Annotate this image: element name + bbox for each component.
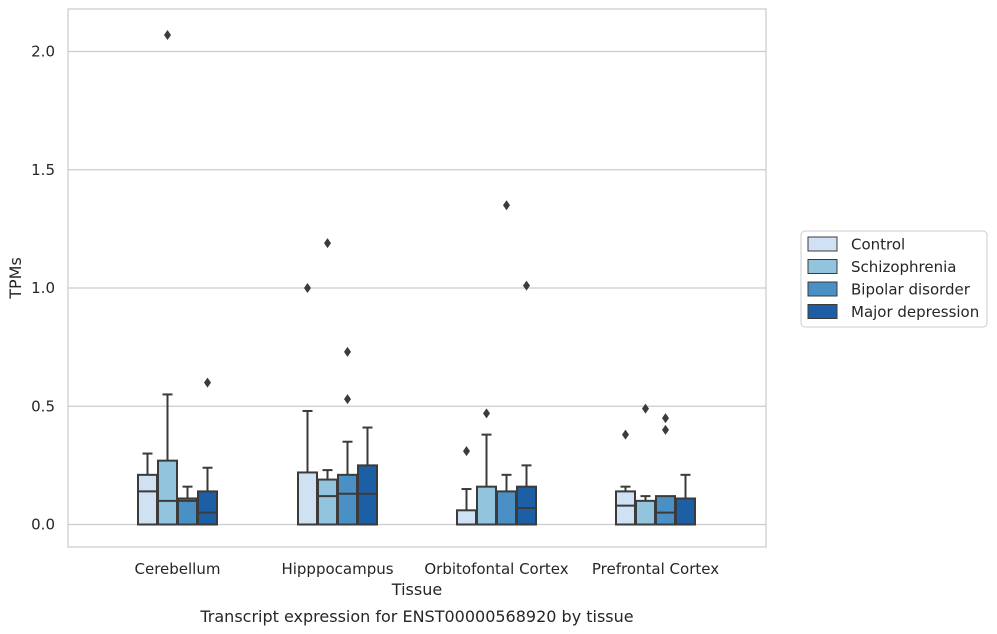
box-bipolar-disorder: [177, 485, 198, 526]
legend-label: Bipolar disorder: [851, 281, 971, 299]
outlier-point: [523, 280, 530, 291]
box-control: [615, 429, 636, 526]
legend: Control Schizophrenia Bipolar disorder Majo…: [800, 230, 988, 328]
outlier-point: [304, 283, 311, 293]
outlier-point: [622, 429, 629, 440]
y-tick-label: 1.5: [31, 161, 55, 179]
box-body: [615, 490, 636, 526]
box-body: [675, 497, 696, 526]
box-body: [197, 490, 218, 526]
boxes-layer: [137, 29, 696, 526]
box-body: [496, 490, 517, 526]
outlier-point: [344, 394, 351, 405]
box-major-depression: [675, 473, 696, 526]
box-body: [635, 499, 656, 526]
box-control: [456, 446, 477, 526]
outlier-point: [204, 377, 211, 388]
figure-caption: Transcript expression for ENST0000056892…: [199, 607, 633, 626]
outlier-point: [344, 346, 351, 357]
box-control: [137, 452, 158, 526]
box-body: [456, 509, 477, 526]
y-tick-label: 0.0: [31, 516, 55, 534]
box-bipolar-disorder: [655, 413, 676, 526]
box-body: [337, 473, 358, 526]
box-bipolar-disorder: [337, 346, 358, 526]
box-schizophrenia: [157, 29, 178, 526]
box-body: [157, 459, 178, 526]
y-tick-labels: 0.0 0.5 1.0 1.5 2.0: [31, 43, 55, 534]
x-tick-label: Prefrontal Cortex: [592, 560, 719, 578]
legend-swatch: [807, 281, 838, 297]
x-tick-label: Cerebellum: [135, 560, 221, 578]
x-tick-label: Hipppocampus: [281, 560, 393, 578]
box-body: [317, 478, 338, 526]
box-major-depression: [197, 377, 218, 526]
box-bipolar-disorder: [496, 200, 517, 526]
outlier-point: [662, 424, 669, 435]
gridlines: [68, 50, 766, 526]
outlier-point: [324, 238, 331, 249]
outlier-point: [483, 408, 490, 419]
y-axis-label: TPMs: [6, 257, 25, 300]
box-schizophrenia: [476, 408, 497, 526]
legend-label: Control: [851, 236, 905, 254]
box-body: [297, 471, 318, 526]
box-body: [137, 473, 158, 526]
box-major-depression: [357, 426, 378, 526]
box-control: [297, 283, 318, 526]
legend-label: Schizophrenia: [851, 258, 956, 276]
legend-swatch: [807, 259, 838, 274]
box-schizophrenia: [635, 403, 656, 526]
outlier-point: [503, 200, 510, 211]
y-tick-label: 0.5: [31, 397, 55, 415]
outlier-point: [164, 29, 171, 40]
box-body: [655, 495, 676, 526]
outlier-point: [463, 446, 470, 457]
x-axis-label: Tissue: [391, 580, 442, 599]
box-major-depression: [516, 280, 537, 526]
box-schizophrenia: [317, 238, 338, 526]
plot-frame: [67, 8, 767, 548]
y-tick-label: 2.0: [31, 43, 55, 61]
legend-swatch: [807, 304, 838, 319]
outlier-point: [642, 403, 649, 414]
box-body: [516, 485, 537, 526]
legend-swatch: [807, 236, 838, 252]
box-body: [357, 464, 378, 526]
outlier-point: [662, 413, 669, 424]
legend-label: Major depression: [851, 303, 979, 321]
x-tick-label: Orbitofontal Cortex: [424, 560, 568, 578]
legend-frame: [800, 230, 988, 328]
box-body: [177, 497, 198, 526]
x-tick-labels: Cerebellum Hipppocampus Orbitofontal Corte…: [135, 560, 720, 578]
y-tick-label: 1.0: [31, 279, 55, 297]
box-body: [476, 485, 497, 526]
